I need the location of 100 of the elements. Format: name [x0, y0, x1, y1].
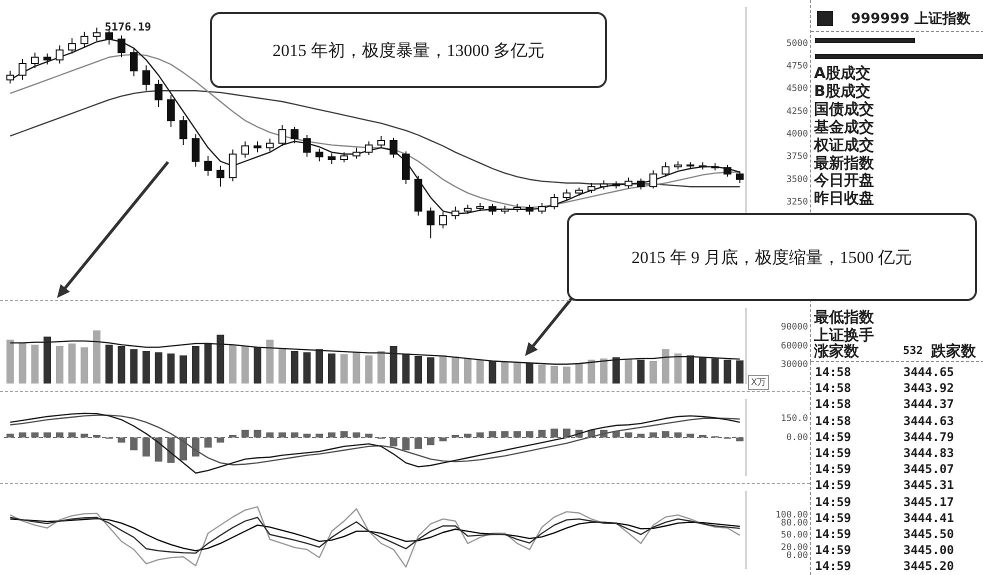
category-label: 最低指数 [814, 308, 874, 327]
text: 14:59 3445.07 [815, 462, 954, 476]
bar [562, 428, 570, 438]
bar [402, 354, 410, 384]
y-tick-label: 4500 [786, 84, 808, 94]
category-label: 上证换手 [814, 326, 874, 344]
bar [192, 346, 200, 384]
bar [180, 438, 188, 460]
bar [426, 438, 434, 446]
bar [56, 346, 64, 384]
bar [624, 359, 632, 384]
bar [550, 428, 558, 438]
bar [526, 364, 534, 384]
bar [650, 361, 657, 384]
bar [588, 360, 596, 384]
bar [142, 438, 150, 457]
text: 14:58 3444.37 [815, 397, 954, 412]
bar [650, 432, 657, 438]
bar [390, 438, 398, 446]
bar [44, 432, 51, 438]
bar [204, 438, 212, 448]
y-tick-label: 30000 [780, 360, 808, 370]
bar [216, 334, 224, 384]
bar [167, 438, 175, 463]
bar [229, 344, 236, 384]
bar [303, 352, 311, 384]
bar [254, 347, 262, 384]
bar [130, 438, 138, 450]
bar [278, 348, 286, 384]
bar [488, 431, 496, 438]
annotation: 2015 年 9 月底，极度缩量，1500 亿元 [632, 246, 912, 268]
bar [724, 360, 732, 384]
bar [216, 438, 224, 443]
y-tick-label: 5000 [786, 38, 808, 49]
bar [452, 356, 460, 384]
bar [118, 346, 126, 384]
bar [711, 358, 719, 384]
y-tick-label: 4250 [786, 106, 808, 117]
bar [686, 355, 694, 384]
text: 14:59 3444.79 [815, 430, 954, 444]
bar [736, 360, 744, 384]
bar [316, 434, 324, 438]
bar [154, 352, 162, 384]
text: 14:58 3444.63 [815, 414, 954, 428]
category-label: A股成交 [814, 64, 871, 83]
bar [105, 344, 113, 384]
y-tick-label: 50.00 [780, 530, 808, 541]
bar [414, 438, 422, 449]
text: 14:59 3445.50 [815, 527, 954, 541]
bar [550, 366, 558, 384]
category-label: B股成交 [814, 82, 870, 101]
bar [204, 342, 212, 384]
bar [241, 430, 249, 438]
bar [328, 354, 336, 384]
bar [18, 432, 26, 438]
y-axis-title: X万 [748, 375, 770, 390]
y-tick-label: 4000 [786, 130, 808, 140]
bar [612, 357, 620, 384]
bar [686, 434, 694, 438]
text: 532 [903, 344, 923, 357]
text: 14:58 3443.92 [815, 381, 954, 396]
bar [377, 351, 385, 384]
bar [31, 432, 39, 438]
bar [514, 431, 521, 438]
text: 14:58 3444.65 [815, 365, 954, 379]
category-label: 昨日收盘 [814, 189, 874, 208]
bar [476, 360, 484, 384]
bar [266, 340, 274, 384]
bar [328, 432, 336, 438]
y-tick-label: 0.00 [786, 550, 808, 561]
bar [290, 432, 298, 438]
bar [600, 358, 608, 384]
bar [514, 362, 521, 384]
bar [390, 346, 398, 384]
category-label: 今日开盘 [814, 171, 874, 190]
bar [352, 432, 360, 438]
text: 14:59 3444.41 [815, 510, 954, 525]
y-tick-label: 80.00 [780, 518, 808, 528]
bar [526, 431, 534, 438]
bar [266, 432, 274, 438]
bar [699, 357, 706, 384]
text: 14:59 3445.20 [815, 559, 954, 574]
bar [180, 355, 188, 384]
bar [439, 438, 447, 442]
text: 999999 上证指数 [851, 10, 970, 28]
bar [241, 346, 249, 384]
bar [130, 349, 138, 384]
bar [501, 362, 509, 384]
bar [316, 349, 324, 384]
bar [18, 342, 26, 384]
bar [476, 432, 484, 438]
text: 跌家数 [931, 342, 976, 361]
bar [56, 432, 64, 438]
bar [426, 357, 434, 384]
annotation: 2015 年初，极度暴量，13000 多亿元 [272, 40, 544, 62]
bar [662, 431, 670, 438]
category-label: 基金成交 [814, 118, 874, 137]
category-label: 权证成交 [814, 136, 874, 155]
text: 14:59 3445.31 [815, 478, 954, 492]
text: 14:59 3444.83 [815, 446, 954, 460]
